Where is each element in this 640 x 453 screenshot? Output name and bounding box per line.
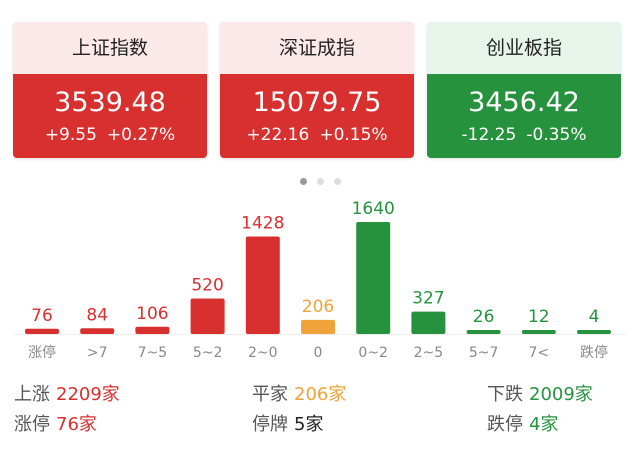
summary-value: 5家 [294,414,324,435]
summary-label: 涨停 [14,414,50,435]
summary-label: 停牌 [252,414,288,435]
index-card-chinext[interactable]: 创业板指 3456.42 -12.25 -0.35% [427,22,621,158]
index-value: 15079.75 [252,87,382,118]
summary-value: 2209家 [56,384,120,405]
bar-1 [80,328,115,334]
summary-label: 跌停 [487,414,523,435]
index-pct: +0.15% [319,125,388,145]
category-label: >7 [87,345,108,361]
bar-value-label: 26 [473,307,495,327]
index-card-szse[interactable]: 深证成指 15079.75 +22.16 +0.15% [220,22,414,158]
category-label: 涨停 [28,344,56,361]
bar-value-label: 12 [528,307,550,327]
summary-flat: 平家 206家 [252,382,346,408]
category-label: 5~7 [469,345,499,361]
category-label: 7< [528,345,549,361]
summary-label: 平家 [252,384,288,405]
bar-value-label: 1640 [352,199,395,219]
bar-9 [521,330,556,334]
bar-5 [301,319,335,334]
bar-value-label: 106 [136,304,168,324]
carousel-dot[interactable] [316,178,324,185]
index-value: 3456.42 [468,87,580,118]
category-label: 7~5 [138,345,168,361]
index-card-sse[interactable]: 上证指数 3539.48 +9.55 +0.27% [13,22,207,158]
index-pct: -0.35% [526,125,587,145]
bar-value-label: 327 [412,289,444,309]
index-name: 上证指数 [13,22,207,74]
category-label: 2~0 [248,345,278,361]
summary-down: 下跌 2009家 [487,382,593,408]
index-change: +9.55 [44,125,97,145]
carousel-dot[interactable] [333,178,341,185]
bar-7 [411,311,446,334]
bar-value-label: 84 [86,305,108,325]
summary-suspended: 停牌 5家 [252,412,323,438]
summary-value: 76家 [56,414,97,435]
index-change: +22.16 [246,125,310,145]
bar-3 [190,298,225,334]
bar-6 [356,222,391,334]
summary-label: 上涨 [14,384,50,405]
bar-4 [245,236,280,334]
bar-value-label: 520 [191,275,223,295]
category-label: 2~5 [414,345,444,361]
bar-10 [577,330,611,334]
category-label: 0~2 [358,345,388,361]
bar-2 [135,326,170,334]
summary-up: 上涨 2209家 [14,382,120,408]
index-pct: +0.27% [106,125,176,145]
category-label: 5~2 [193,345,223,361]
index-value: 3539.48 [54,87,166,118]
bar-8 [466,330,501,334]
index-name: 深证成指 [220,22,414,74]
summary-limit-up: 涨停 76家 [14,412,97,438]
summary-value: 2009家 [529,384,593,405]
index-change: -12.25 [461,125,517,145]
summary-value: 4家 [529,414,559,435]
bar-value-label: 4 [589,307,600,327]
summary-label: 下跌 [487,384,523,405]
distribution-chart: 76 涨停 84 >7 106 7~5 520 5~2 1428 2~0 206 0 1640 0~2 32… [14,199,626,361]
carousel-dots [0,170,640,189]
category-label: 0 [314,345,323,361]
bar-value-label: 76 [31,306,53,326]
index-name: 创业板指 [427,22,621,74]
bar-value-label: 1428 [241,213,284,233]
bar-0 [25,328,59,334]
category-label: 跌停 [580,344,608,361]
bar-value-label: 206 [302,297,334,317]
carousel-dot[interactable] [299,178,307,185]
summary-value: 206家 [294,384,347,405]
summary-limit-down: 跌停 4家 [487,412,558,438]
